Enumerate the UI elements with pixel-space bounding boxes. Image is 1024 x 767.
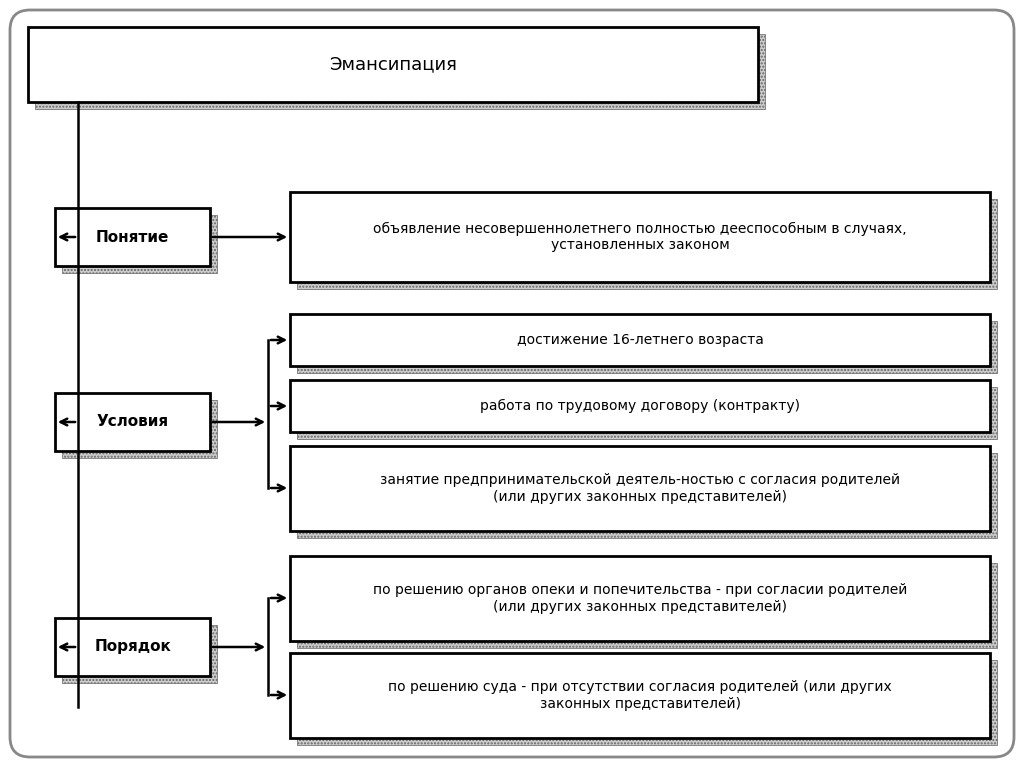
Bar <box>55 393 210 451</box>
Text: Условия: Условия <box>96 414 169 430</box>
Bar <box>297 387 997 439</box>
Bar <box>62 400 217 458</box>
Bar <box>290 556 990 641</box>
Bar <box>297 453 997 538</box>
Bar <box>62 625 217 683</box>
Bar <box>290 192 990 282</box>
Text: по решению органов опеки и попечительства - при согласии родителей
(или других з: по решению органов опеки и попечительств… <box>373 584 907 614</box>
Bar <box>62 215 217 273</box>
Bar <box>297 563 997 648</box>
Text: занятие предпринимательской деятель-ностью с согласия родителей
(или других зако: занятие предпринимательской деятель-ност… <box>380 473 900 504</box>
Bar <box>290 314 990 366</box>
Bar <box>55 208 210 266</box>
Bar <box>28 27 758 102</box>
Bar <box>35 34 765 109</box>
Bar <box>297 199 997 289</box>
Text: достижение 16-летнего возраста: достижение 16-летнего возраста <box>516 333 764 347</box>
Text: работа по трудовому договору (контракту): работа по трудовому договору (контракту) <box>480 399 800 413</box>
Bar <box>297 321 997 373</box>
Bar <box>290 653 990 738</box>
Bar <box>290 380 990 432</box>
Text: Понятие: Понятие <box>96 229 169 245</box>
Text: Эмансипация: Эмансипация <box>329 55 457 74</box>
Text: по решению суда - при отсутствии согласия родителей (или других
законных предста: по решению суда - при отсутствии согласи… <box>388 680 892 710</box>
Bar <box>290 446 990 531</box>
Bar <box>55 618 210 676</box>
Text: объявление несовершеннолетнего полностью дееспособным в случаях,
установленных з: объявление несовершеннолетнего полностью… <box>373 222 907 252</box>
Bar <box>297 660 997 745</box>
Text: Порядок: Порядок <box>94 640 171 654</box>
FancyBboxPatch shape <box>10 10 1014 757</box>
